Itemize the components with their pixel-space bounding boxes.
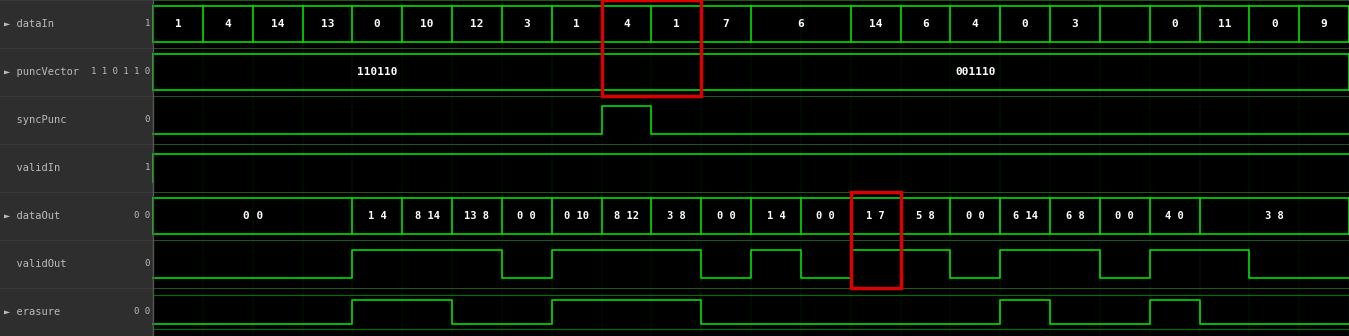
Text: 4: 4 <box>971 19 978 29</box>
Text: 1 4: 1 4 <box>368 211 387 221</box>
Text: 10: 10 <box>421 19 434 29</box>
Text: 0 0: 0 0 <box>134 307 150 317</box>
Text: 4 0: 4 0 <box>1166 211 1184 221</box>
Text: 5 8: 5 8 <box>916 211 935 221</box>
Text: 13 8: 13 8 <box>464 211 490 221</box>
Text: 1: 1 <box>144 19 150 29</box>
Text: ► erasure: ► erasure <box>4 307 61 317</box>
Text: 0: 0 <box>1021 19 1028 29</box>
Text: 12: 12 <box>471 19 484 29</box>
Text: 11: 11 <box>1218 19 1232 29</box>
Text: 3 8: 3 8 <box>1265 211 1284 221</box>
Text: 1: 1 <box>573 19 580 29</box>
Text: 0: 0 <box>1271 19 1278 29</box>
Bar <box>0 0 152 336</box>
Text: 8 12: 8 12 <box>614 211 639 221</box>
Text: syncPunc: syncPunc <box>4 115 66 125</box>
Text: 1 1 0 1 1 0: 1 1 0 1 1 0 <box>90 68 150 77</box>
Text: 110110: 110110 <box>357 67 398 77</box>
Text: 6 8: 6 8 <box>1066 211 1085 221</box>
Text: 1: 1 <box>174 19 181 29</box>
Text: 3: 3 <box>523 19 530 29</box>
Text: 3: 3 <box>1071 19 1078 29</box>
Text: ► dataOut: ► dataOut <box>4 211 61 221</box>
Text: validIn: validIn <box>4 163 61 173</box>
Text: 1: 1 <box>673 19 680 29</box>
Text: 8 14: 8 14 <box>414 211 440 221</box>
Text: 0 0: 0 0 <box>518 211 536 221</box>
Text: 13: 13 <box>321 19 335 29</box>
Text: 14: 14 <box>869 19 882 29</box>
Text: 1: 1 <box>144 164 150 172</box>
Text: 0: 0 <box>144 259 150 268</box>
Text: 4: 4 <box>224 19 231 29</box>
Text: 0 0: 0 0 <box>134 211 150 220</box>
Text: 0 0: 0 0 <box>1116 211 1135 221</box>
Text: 0 0: 0 0 <box>716 211 735 221</box>
Text: 0 0: 0 0 <box>966 211 985 221</box>
Text: 001110: 001110 <box>955 67 996 77</box>
Text: 7: 7 <box>723 19 730 29</box>
Text: 0 0: 0 0 <box>816 211 835 221</box>
Text: ► puncVector: ► puncVector <box>4 67 80 77</box>
Text: 3 8: 3 8 <box>666 211 685 221</box>
Text: 6: 6 <box>797 19 804 29</box>
Text: 4: 4 <box>623 19 630 29</box>
Text: 9: 9 <box>1321 19 1327 29</box>
Text: 0: 0 <box>374 19 380 29</box>
Text: ► dataIn: ► dataIn <box>4 19 54 29</box>
Text: 0: 0 <box>144 116 150 125</box>
Text: 1 7: 1 7 <box>866 211 885 221</box>
Text: 14: 14 <box>271 19 285 29</box>
Text: 0 10: 0 10 <box>564 211 590 221</box>
Text: 6: 6 <box>923 19 929 29</box>
Text: 0: 0 <box>1171 19 1178 29</box>
Text: 6 14: 6 14 <box>1013 211 1037 221</box>
Text: 1 4: 1 4 <box>766 211 785 221</box>
Text: validOut: validOut <box>4 259 66 269</box>
Bar <box>602 0 701 96</box>
Bar <box>851 192 901 288</box>
Text: 0 0: 0 0 <box>243 211 263 221</box>
